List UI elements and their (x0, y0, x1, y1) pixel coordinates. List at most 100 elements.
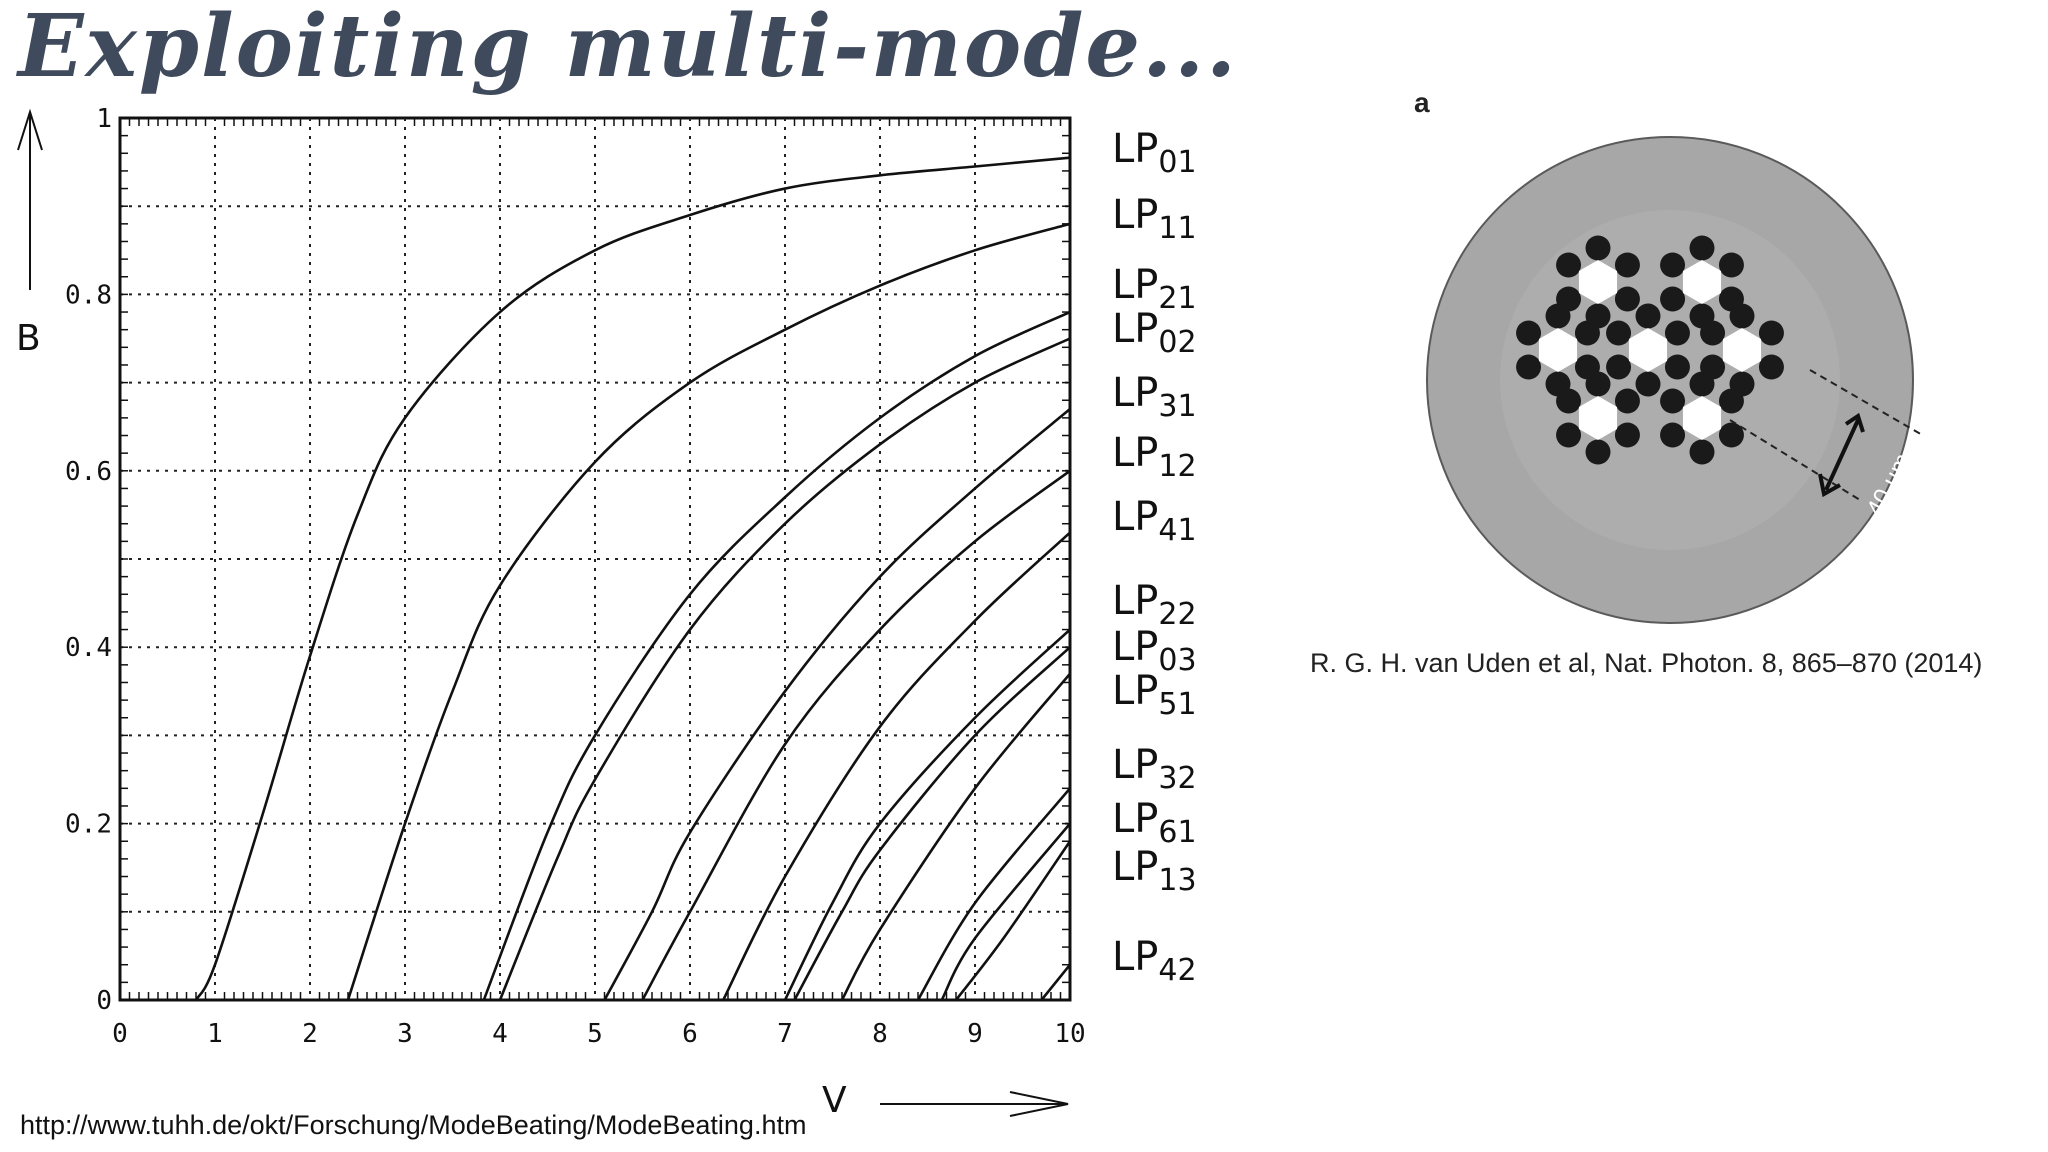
curve-lp51 (840, 672, 1072, 1001)
air-hole (1606, 354, 1632, 380)
mode-label-lp22: LP22 (1112, 578, 1197, 632)
air-hole (1718, 252, 1744, 278)
mode-label-lp13: LP13 (1112, 844, 1197, 898)
source-url: http://www.tuhh.de/okt/Forschung/ModeBea… (20, 1110, 807, 1140)
x-tick-label: 2 (302, 1019, 318, 1049)
x-tick-label: 4 (492, 1019, 508, 1049)
air-hole (1660, 252, 1686, 278)
air-hole (1585, 439, 1611, 465)
mode-label-lp03: LP03 (1112, 624, 1197, 678)
air-hole (1635, 303, 1661, 329)
air-hole (1660, 388, 1686, 414)
air-hole (1758, 320, 1784, 346)
air-hole (1574, 320, 1600, 346)
curve-lp42 (1040, 963, 1072, 1001)
air-hole (1689, 439, 1715, 465)
air-hole (1585, 371, 1611, 397)
air-hole (1556, 422, 1582, 448)
x-tick-label: 8 (872, 1019, 888, 1049)
air-hole (1660, 286, 1686, 312)
air-hole (1614, 422, 1640, 448)
air-hole (1718, 388, 1744, 414)
air-hole (1585, 235, 1611, 261)
y-tick-label: 1 (96, 104, 112, 134)
mode-label-lp41: LP41 (1112, 494, 1197, 548)
curve-lp02 (498, 337, 1071, 1001)
y-tick-label: 0 (96, 986, 112, 1016)
curve-lp03 (793, 646, 1071, 1001)
air-hole (1700, 320, 1726, 346)
mode-label-lp02: LP02 (1112, 306, 1197, 360)
core-lattice (1516, 235, 1784, 465)
air-hole (1516, 354, 1542, 380)
mode-label-lp21: LP21 (1112, 262, 1197, 316)
air-hole (1614, 388, 1640, 414)
mode-label-lp11: LP11 (1112, 192, 1197, 246)
y-tick-label: 0.2 (65, 810, 112, 840)
air-hole (1758, 354, 1784, 380)
mode-curves (194, 156, 1072, 1001)
fiber-core (1722, 328, 1762, 372)
x-axis-label: V (822, 1080, 847, 1120)
grid-lines (120, 118, 1070, 1000)
mode-label-lp12: LP12 (1112, 430, 1197, 484)
x-tick-label: 9 (967, 1019, 983, 1049)
x-tick-label: 5 (587, 1019, 603, 1049)
mode-label-lp31: LP31 (1112, 370, 1197, 424)
air-hole (1556, 388, 1582, 414)
curve-lp32 (916, 787, 1072, 1001)
curve-lp21 (482, 310, 1071, 1001)
axis-ticks: 0 1 2 3 4 5 6 7 8 9 10 0 0.2 0.4 0.6 0.8 1 (65, 104, 1086, 1049)
fiber-core (1578, 260, 1618, 304)
air-hole (1660, 422, 1686, 448)
fiber-core (1538, 328, 1578, 372)
fiber-core (1682, 396, 1722, 440)
x-tick-label: 7 (777, 1019, 793, 1049)
y-tick-label: 0.4 (65, 633, 112, 663)
air-hole (1718, 422, 1744, 448)
air-hole (1556, 252, 1582, 278)
fiber-core (1578, 396, 1618, 440)
curve-lp13 (954, 840, 1072, 1001)
y-axis-label: B (16, 318, 41, 359)
air-hole (1664, 354, 1690, 380)
slide-title: Exploiting multi-mode... (18, 0, 1238, 97)
air-hole (1516, 320, 1542, 346)
mode-label-lp01: LP01 (1112, 126, 1197, 180)
y-tick-label: 0.6 (65, 457, 112, 487)
fiber-core (1682, 260, 1722, 304)
x-tick-label: 10 (1054, 1019, 1085, 1049)
air-hole (1606, 320, 1632, 346)
air-hole (1545, 303, 1571, 329)
curve-lp22 (783, 628, 1071, 1001)
fiber-core (1628, 328, 1668, 372)
axis-arrows (17, 108, 1069, 1117)
curve-lp41 (722, 531, 1071, 1001)
mode-label-lp51: LP51 (1112, 668, 1197, 722)
fiber-cross-section-figure: a 40 µm (1414, 87, 1925, 624)
x-tick-label: 1 (207, 1019, 223, 1049)
curve-lp31 (603, 408, 1071, 1001)
x-tick-label: 6 (682, 1019, 698, 1049)
air-hole (1689, 371, 1715, 397)
air-hole (1729, 303, 1755, 329)
panel-label: a (1414, 87, 1430, 118)
curve-lp01 (194, 156, 1071, 1001)
air-hole (1614, 286, 1640, 312)
x-tick-label: 0 (112, 1019, 128, 1049)
curve-lp11 (346, 222, 1071, 1001)
y-tick-label: 0.8 (65, 280, 112, 310)
curve-lp12 (641, 469, 1071, 1001)
mode-label-lp32: LP32 (1112, 742, 1197, 796)
air-hole (1689, 235, 1715, 261)
air-hole (1635, 371, 1661, 397)
air-hole (1664, 320, 1690, 346)
x-tick-label: 3 (397, 1019, 413, 1049)
mode-label-lp42: LP42 (1112, 934, 1197, 988)
figure-citation: R. G. H. van Uden et al, Nat. Photon. 8,… (1310, 648, 1983, 678)
curve-lp61 (940, 822, 1072, 1001)
mode-label-lp61: LP61 (1112, 796, 1197, 850)
air-hole (1614, 252, 1640, 278)
